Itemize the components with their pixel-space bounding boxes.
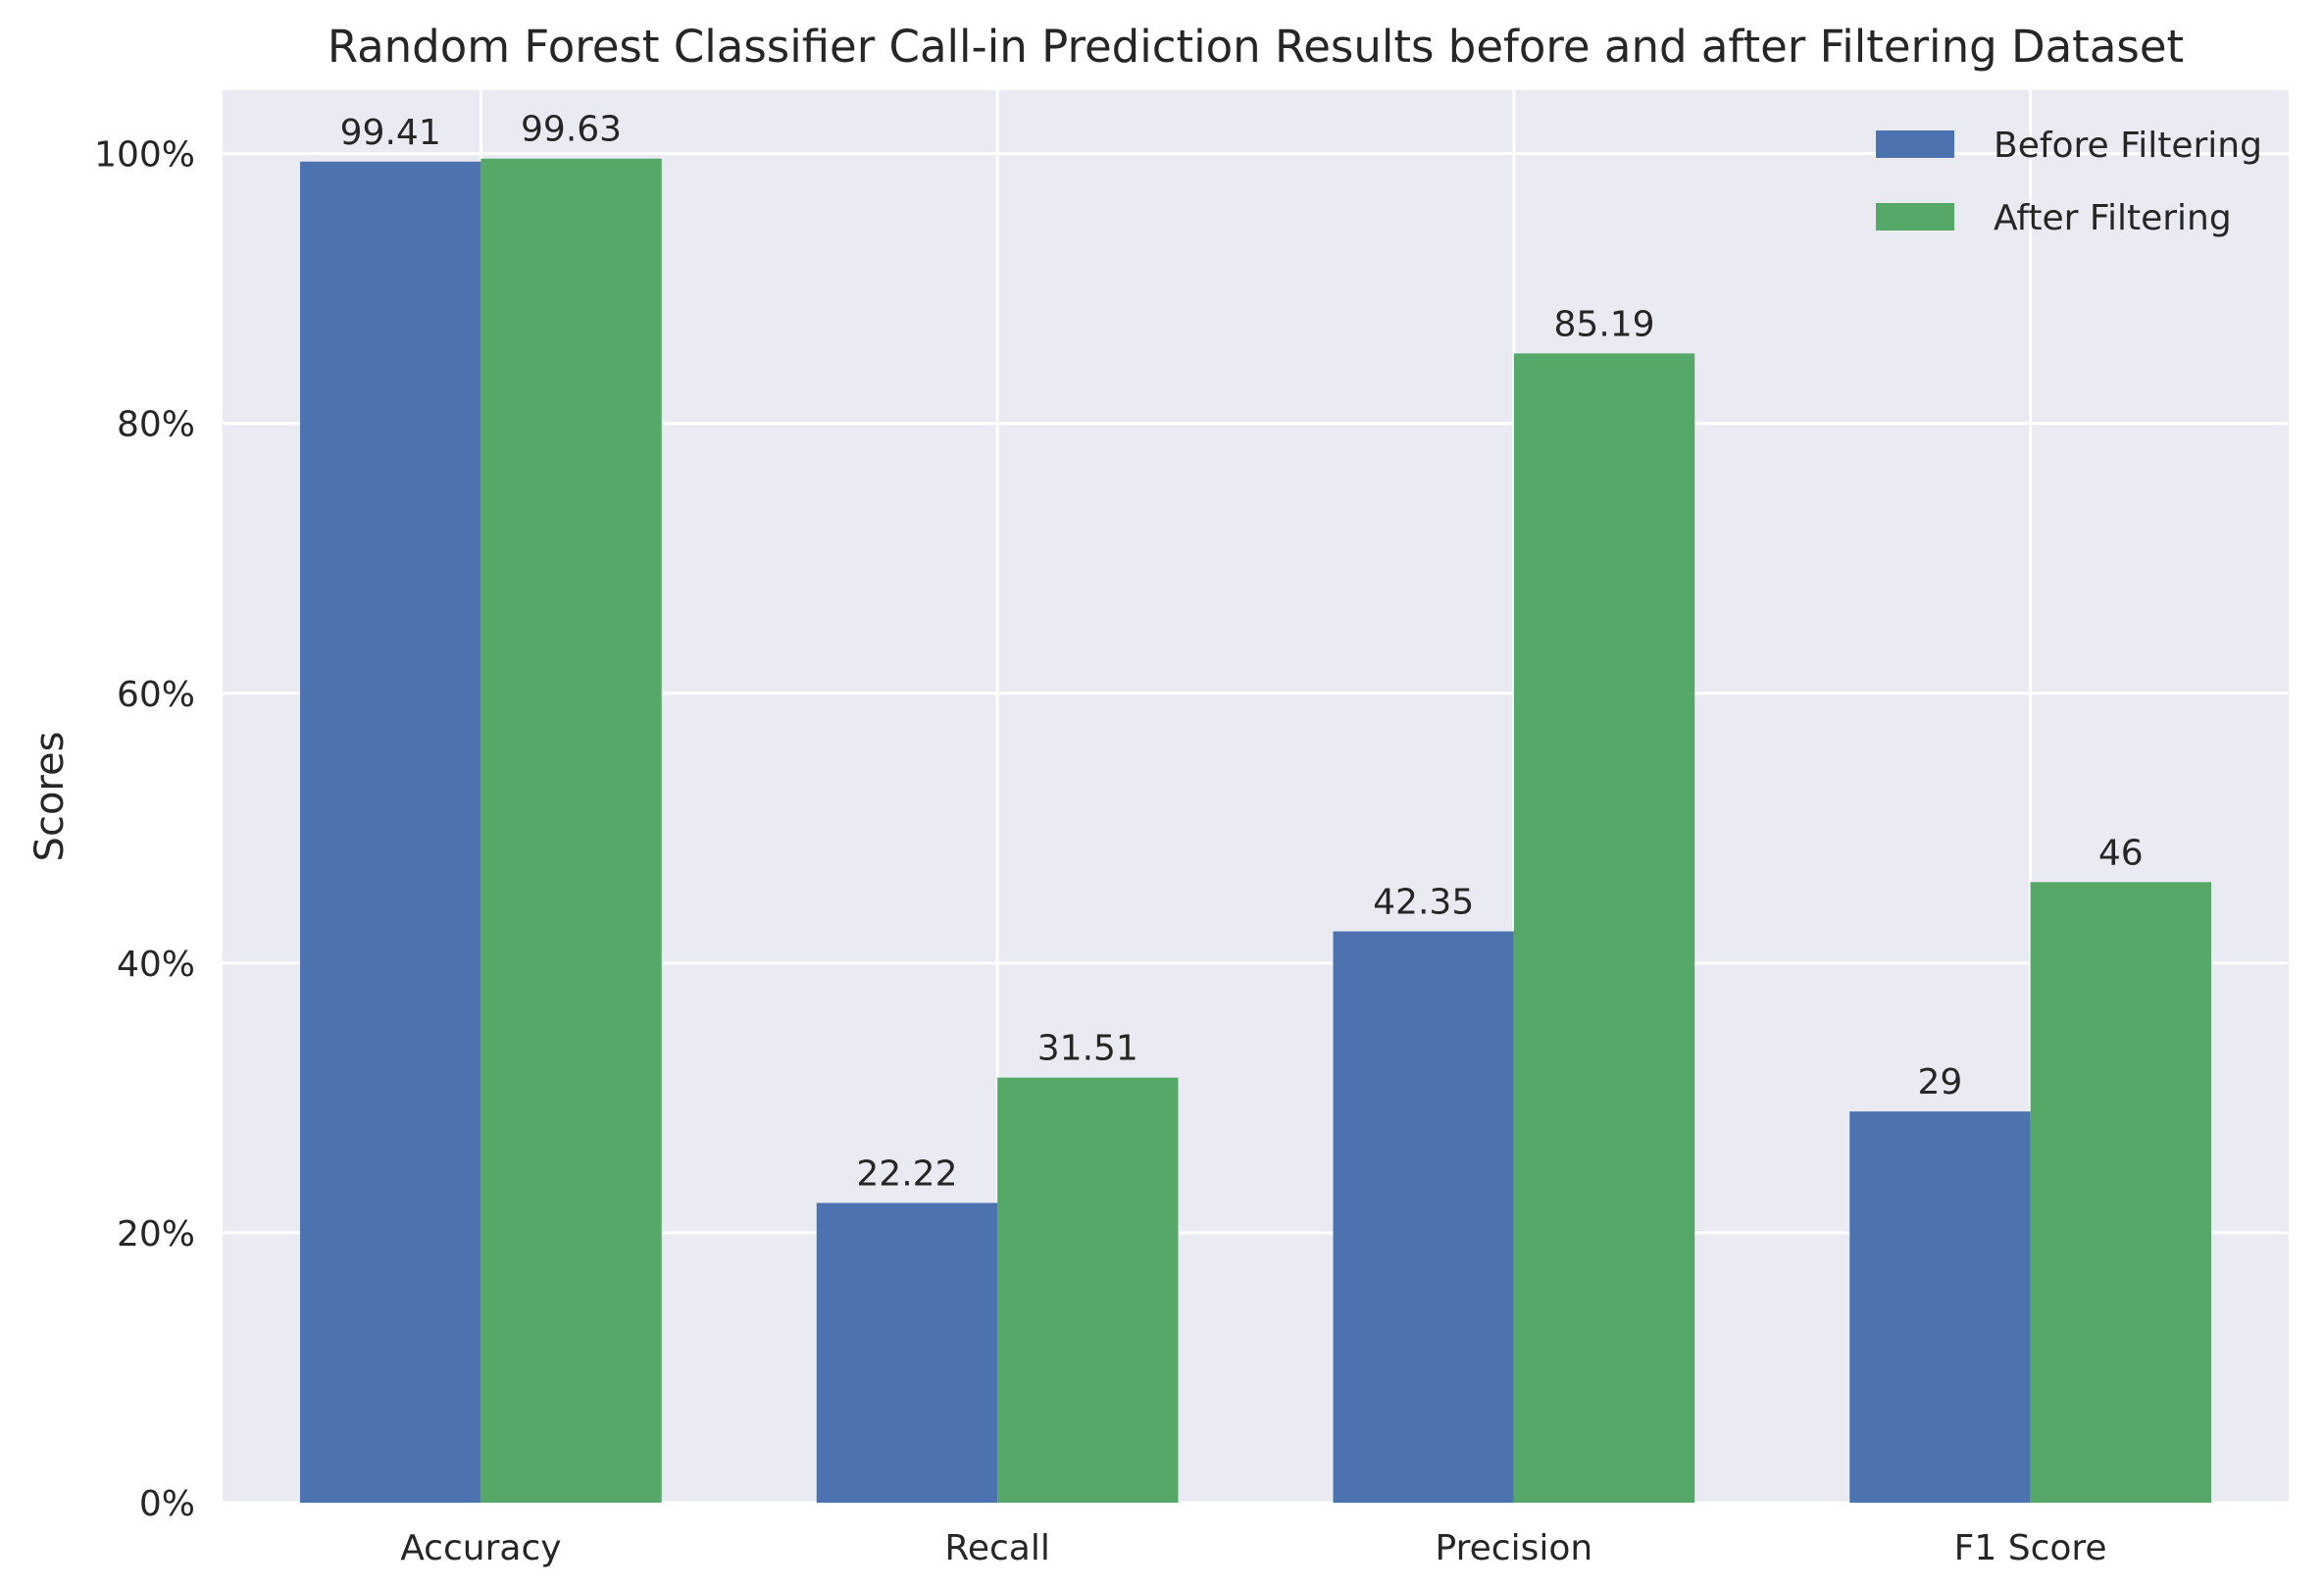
bars xyxy=(300,158,2211,1503)
chart-title: Random Forest Classifier Call-in Predict… xyxy=(328,21,2184,73)
y-tick-label: 0% xyxy=(139,1484,195,1524)
bar xyxy=(1333,931,1514,1503)
x-tick-label: Accuracy xyxy=(400,1528,561,1568)
bar-value-label: 22.22 xyxy=(856,1153,957,1194)
legend-label: Before Filtering xyxy=(1994,126,2262,166)
bar-value-label: 85.19 xyxy=(1554,304,1655,344)
y-axis-label: Scores xyxy=(27,732,73,862)
x-tick-label: Precision xyxy=(1436,1528,1593,1568)
x-tick-label: F1 Score xyxy=(1954,1528,2107,1568)
y-tick-label: 100% xyxy=(94,135,195,176)
legend-swatch xyxy=(1876,130,1954,158)
bar xyxy=(2030,882,2211,1503)
bar-value-label: 46 xyxy=(2098,833,2144,873)
y-tick-label: 20% xyxy=(117,1214,195,1255)
bar xyxy=(997,1077,1179,1503)
y-axis-ticks: 0% 20% 40% 60% 80% 100% xyxy=(94,135,195,1524)
bar-value-label: 99.63 xyxy=(521,110,622,150)
y-tick-label: 80% xyxy=(117,405,195,445)
y-tick-label: 40% xyxy=(117,945,195,985)
bar xyxy=(480,158,662,1503)
bar-value-label: 99.41 xyxy=(340,113,441,153)
bar-value-label: 42.35 xyxy=(1373,883,1474,923)
bar-value-label: 31.51 xyxy=(1037,1029,1138,1069)
x-tick-label: Recall xyxy=(944,1528,1049,1568)
bar xyxy=(816,1203,998,1503)
y-tick-label: 60% xyxy=(117,675,195,715)
legend-label: After Filtering xyxy=(1994,198,2232,238)
bar xyxy=(1513,353,1695,1503)
bar xyxy=(300,161,481,1503)
x-axis-ticks: Accuracy Recall Precision F1 Score xyxy=(400,1528,2106,1568)
legend: Before Filtering After Filtering xyxy=(1876,126,2262,238)
bar-value-label: 29 xyxy=(1918,1062,1963,1102)
legend-swatch xyxy=(1876,203,1954,231)
bar xyxy=(1849,1111,2031,1503)
bar-value-labels: 99.41 22.22 42.35 29 99.63 31.51 85.19 46 xyxy=(340,110,2144,1195)
